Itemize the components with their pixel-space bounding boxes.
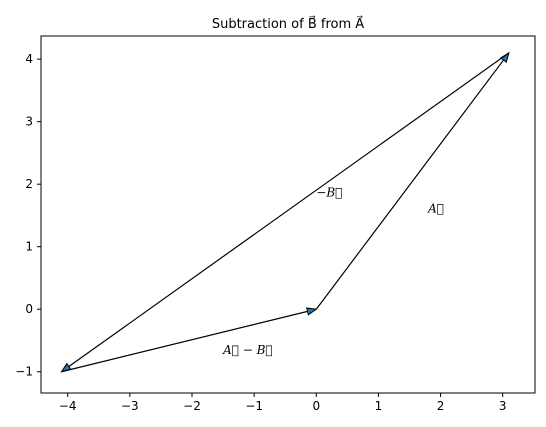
chart-title: Subtraction of B⃗ from A⃗ bbox=[212, 16, 364, 32]
vector-A bbox=[315, 51, 510, 310]
x-tick-label: 0 bbox=[312, 399, 320, 413]
annotations-layer: A⃗ −B⃗ A⃗ − B⃗ bbox=[222, 186, 444, 358]
y-tick-label: 1 bbox=[25, 240, 33, 254]
vector-A-shaft bbox=[315, 59, 504, 310]
x-tick-label: 2 bbox=[437, 399, 445, 413]
vector-AminusB-shaft bbox=[61, 310, 308, 373]
vector-label: A⃗ bbox=[427, 201, 444, 215]
x-tick-label: −1 bbox=[245, 399, 263, 413]
vectors-layer bbox=[60, 51, 510, 373]
x-tick-label: −4 bbox=[59, 399, 77, 413]
y-tick-label: 2 bbox=[25, 177, 33, 191]
x-tick-label: −3 bbox=[121, 399, 139, 413]
plot-frame bbox=[40, 35, 536, 394]
x-tick-label: −2 bbox=[183, 399, 201, 413]
y-tick-label: 3 bbox=[25, 115, 33, 129]
y-tick-label: 4 bbox=[25, 52, 33, 66]
vector-AminusB bbox=[61, 307, 318, 373]
vector-label: A⃗ − B⃗ bbox=[222, 343, 273, 357]
vector-label: −B⃗ bbox=[316, 186, 342, 200]
vector-negB-shaft bbox=[68, 52, 510, 368]
x-tick-label: 3 bbox=[499, 399, 507, 413]
x-tick-label: 1 bbox=[375, 399, 383, 413]
y-tick-label: −1 bbox=[15, 365, 33, 379]
x-axis-ticks: −4 −3 −2 −1 0 1 2 3 bbox=[59, 393, 507, 413]
y-axis-ticks: −1 0 1 2 3 4 bbox=[15, 52, 41, 379]
vector-AminusB-arrowhead bbox=[306, 307, 318, 316]
y-tick-label: 0 bbox=[25, 302, 33, 316]
